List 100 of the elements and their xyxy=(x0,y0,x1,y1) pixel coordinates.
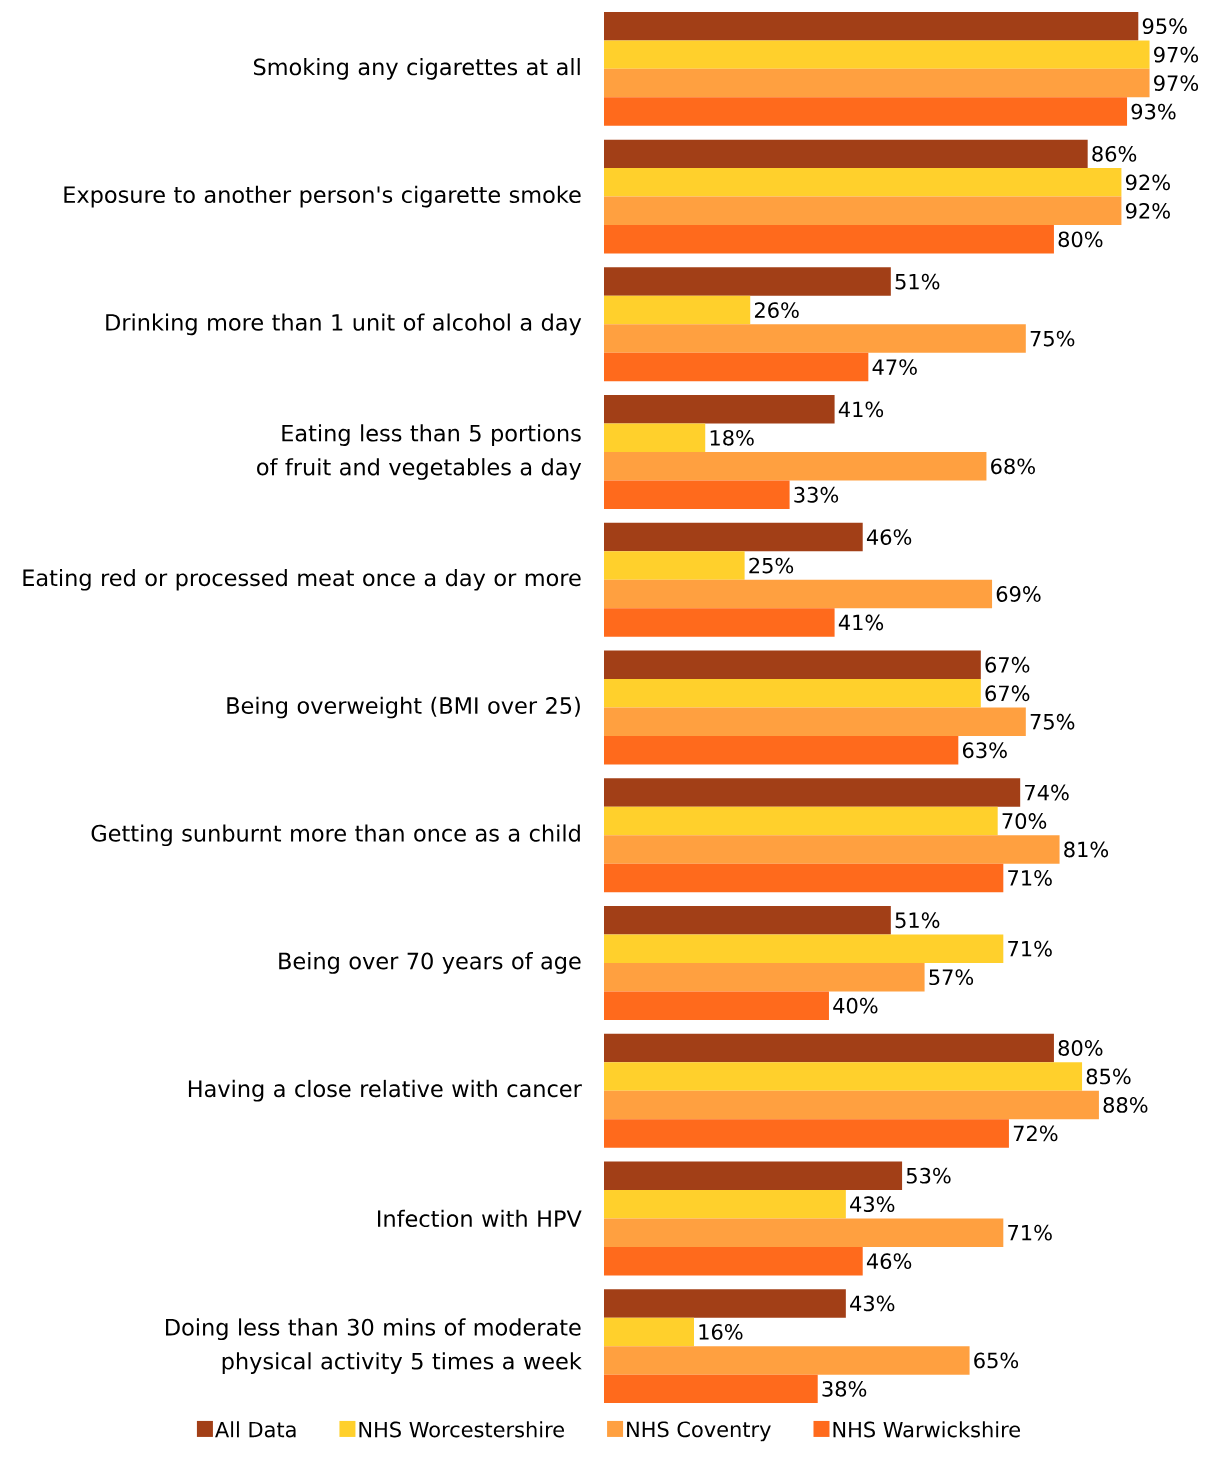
bar xyxy=(604,679,981,708)
data-label: 51% xyxy=(895,273,940,290)
data-label: 70% xyxy=(1002,813,1047,829)
y-tick-label: Exposure to another person's cigarette smoke xyxy=(64,185,581,208)
bar xyxy=(604,168,1122,197)
bar xyxy=(604,1218,1004,1247)
y-tick-label: Having a close relative with cancer xyxy=(188,1079,582,1102)
legend-label: NHS Worcestershire xyxy=(359,1421,564,1438)
bar xyxy=(604,295,751,325)
bar xyxy=(604,1346,970,1375)
data-label: 92% xyxy=(1125,174,1170,191)
y-tick-label: Getting sunburnt more than once as a child xyxy=(91,824,580,847)
bar xyxy=(604,196,1122,226)
bar xyxy=(604,962,925,992)
bar xyxy=(604,1374,818,1404)
y-tick-label: Drinking more than 1 unit of alcohol a day xyxy=(106,313,582,336)
bar xyxy=(604,68,1150,98)
bar xyxy=(604,97,1128,126)
data-label: 18% xyxy=(710,429,754,446)
bar xyxy=(604,991,829,1020)
bar xyxy=(604,906,891,935)
bar xyxy=(604,423,706,453)
bar xyxy=(604,806,998,836)
bar xyxy=(604,1317,694,1347)
bar xyxy=(604,324,1026,353)
data-label: 43% xyxy=(850,1196,895,1213)
legend-label: NHS Coventry xyxy=(627,1421,771,1442)
bar xyxy=(604,650,981,680)
data-label: 71% xyxy=(1008,1224,1052,1241)
data-label: 47% xyxy=(872,359,917,375)
bar xyxy=(604,707,1026,736)
data-label: 16% xyxy=(699,1324,743,1340)
bar xyxy=(604,778,1021,807)
bar xyxy=(604,40,1150,69)
data-label: 74% xyxy=(1025,784,1069,801)
data-label: 69% xyxy=(996,586,1041,602)
data-label: 71% xyxy=(1008,940,1052,957)
data-label: 53% xyxy=(906,1167,951,1184)
bar xyxy=(604,579,993,609)
bar xyxy=(604,267,891,296)
data-label: 38% xyxy=(822,1380,867,1397)
bar xyxy=(604,1119,1009,1148)
y-tick-label: Doing less than 30 mins of moderate physical activity 5 times a week xyxy=(166,1318,582,1374)
data-label: 65% xyxy=(974,1352,1019,1369)
y-tick-label: Infection with HPV xyxy=(378,1209,582,1228)
data-label: 67% xyxy=(985,685,1030,702)
bar xyxy=(604,736,959,765)
bar xyxy=(604,480,790,510)
data-label: 26% xyxy=(754,302,799,318)
bar xyxy=(604,835,1060,864)
bar xyxy=(604,1062,1083,1091)
bar xyxy=(604,1033,1054,1063)
data-label: 85% xyxy=(1086,1068,1131,1085)
data-label: 93% xyxy=(1131,103,1176,120)
y-tick-label: Smoking any cigarettes at all xyxy=(253,58,580,80)
data-label: 51% xyxy=(895,912,940,929)
data-label: 92% xyxy=(1125,202,1170,219)
data-label: 75% xyxy=(1030,330,1075,347)
data-label: 71% xyxy=(1008,870,1052,886)
data-label: 33% xyxy=(794,486,839,503)
bar xyxy=(604,395,835,424)
legend-label: All Data xyxy=(215,1421,296,1438)
data-label: 80% xyxy=(1058,231,1103,248)
bar xyxy=(604,225,1054,254)
data-label: 63% xyxy=(962,742,1007,759)
y-tick-label: Being over 70 years of age xyxy=(279,952,581,974)
data-label: 41% xyxy=(838,614,884,631)
data-label: 43% xyxy=(850,1295,895,1312)
bar xyxy=(604,1161,903,1190)
bar xyxy=(604,452,987,481)
bar xyxy=(604,934,1004,963)
bar xyxy=(604,522,863,552)
bar xyxy=(604,551,745,580)
data-label: 97% xyxy=(1154,75,1199,92)
data-label: 95% xyxy=(1142,18,1187,35)
data-label: 25% xyxy=(749,557,794,574)
bar xyxy=(604,1246,863,1276)
data-label: 57% xyxy=(929,969,974,986)
bar xyxy=(604,1289,846,1318)
data-label: 86% xyxy=(1092,145,1137,162)
data-label: 88% xyxy=(1103,1097,1148,1113)
y-tick-label: Being overweight (BMI over 25) xyxy=(227,696,580,719)
data-label: 46% xyxy=(866,1253,912,1270)
data-label: 68% xyxy=(991,458,1035,475)
data-label: 67% xyxy=(985,656,1030,673)
bar xyxy=(604,1189,846,1219)
data-label: 41% xyxy=(838,401,884,418)
bar xyxy=(604,608,835,637)
data-label: 80% xyxy=(1058,1040,1103,1056)
data-label: 40% xyxy=(833,997,878,1014)
data-label: 97% xyxy=(1154,46,1199,63)
bar xyxy=(604,11,1139,41)
data-label: 72% xyxy=(1013,1125,1058,1142)
bar xyxy=(604,139,1088,169)
data-label: 81% xyxy=(1064,841,1109,858)
data-label: 46% xyxy=(866,529,912,545)
bar xyxy=(604,863,1004,893)
y-tick-label: Eating less than 5 portions of fruit and vegetables a day xyxy=(257,424,582,480)
bar xyxy=(604,1090,1099,1120)
bar xyxy=(604,352,869,382)
